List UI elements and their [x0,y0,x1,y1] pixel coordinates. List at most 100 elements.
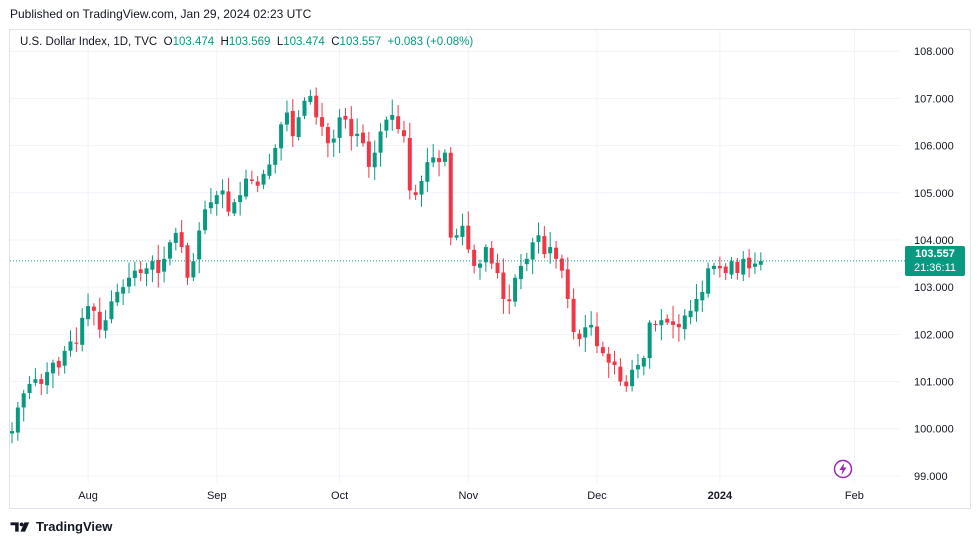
candle-body [21,393,26,408]
candle-up [378,123,383,167]
candle-body [659,320,664,326]
candle-body [150,261,155,270]
candle-up [284,100,289,132]
candle-body [132,270,137,278]
footer: TradingView [10,519,112,534]
candle-body [191,261,196,278]
y-tick-label: 108.000 [914,46,954,58]
candle-down [39,373,44,396]
candle-up [589,311,594,336]
candle-body [302,100,307,116]
candle-up [86,293,91,327]
candle-body [507,299,512,302]
candle-body [758,260,763,265]
candle-up [706,262,711,298]
candle-body [595,326,599,347]
candle-down [554,240,559,269]
candle-body [68,341,73,351]
candle-body [249,179,254,181]
candle-body [676,323,681,328]
candle-up [220,179,225,209]
candle-up [80,308,85,352]
candle-down [624,375,629,392]
candle-up [583,314,588,353]
candle-up [173,227,178,251]
candle-body [45,372,50,386]
candle-down [226,178,231,217]
current-price-tag: 103.557 21:36:11 [905,246,965,276]
candle-body [214,195,219,205]
candle-body [144,268,149,274]
candle-body [366,141,371,167]
candle-body [115,291,120,303]
candle-body [442,152,447,162]
candle-body [641,357,646,367]
candle-up [273,144,278,174]
candle-up [132,261,137,287]
candle-body [600,347,605,354]
candle-body [331,138,336,143]
legend-symbol: U.S. Dollar Index, 1D, TVC [20,36,158,48]
candle-body [665,318,670,323]
candle-body [554,247,559,259]
candle-body [752,263,757,267]
candle-down [717,256,722,278]
candle-up [530,237,535,275]
candle-body [559,258,564,271]
candle-body [472,249,477,266]
y-tick-label: 100.000 [914,424,954,436]
candle-body [39,379,44,384]
candle-body [635,365,640,370]
candle-up [355,118,360,147]
candle-up [425,147,430,193]
candle-body [156,259,161,274]
candle-up [331,129,336,157]
candle-body [606,353,611,363]
candle-down [138,261,143,282]
candle-up [62,346,67,374]
candle-body [735,261,740,274]
candle-up [232,198,237,217]
candle-body [91,306,96,311]
x-tick-label: Sep [207,490,227,502]
candle-up [431,144,436,168]
candle-body [489,247,494,264]
candle-body [466,225,471,250]
candle-body [407,137,412,191]
candle-up [68,330,73,357]
candle-down [559,254,564,279]
candle-body [378,131,383,153]
candle-up [191,253,196,281]
candle-down [747,249,752,278]
candle-body [425,162,430,182]
candle-up [741,251,746,282]
candle-down [401,120,406,143]
candle-body [238,195,243,203]
candle-body [571,298,576,332]
candle-down [577,329,582,347]
candle-body [589,324,594,328]
legend-open: O103.474 [163,36,215,48]
lightning-icon[interactable] [833,459,853,479]
chart-frame[interactable] [9,29,971,509]
candle-body [706,268,711,294]
candle-down [407,122,412,200]
candle-body [226,191,231,212]
candle-down [255,176,260,192]
candle-down [413,184,418,200]
candle-body [203,209,208,231]
candle-body [612,361,617,366]
candle-body [220,190,225,195]
candle-up [712,262,716,275]
x-tick-label: Feb [845,490,864,502]
candle-up [635,353,640,379]
candle-body [653,324,658,326]
candle-body [244,178,248,197]
candle-down [612,351,617,375]
candle-body [15,407,20,433]
candle-down [653,320,658,332]
candle-body [501,272,506,299]
candle-up [50,359,55,389]
candle-body [232,202,237,214]
